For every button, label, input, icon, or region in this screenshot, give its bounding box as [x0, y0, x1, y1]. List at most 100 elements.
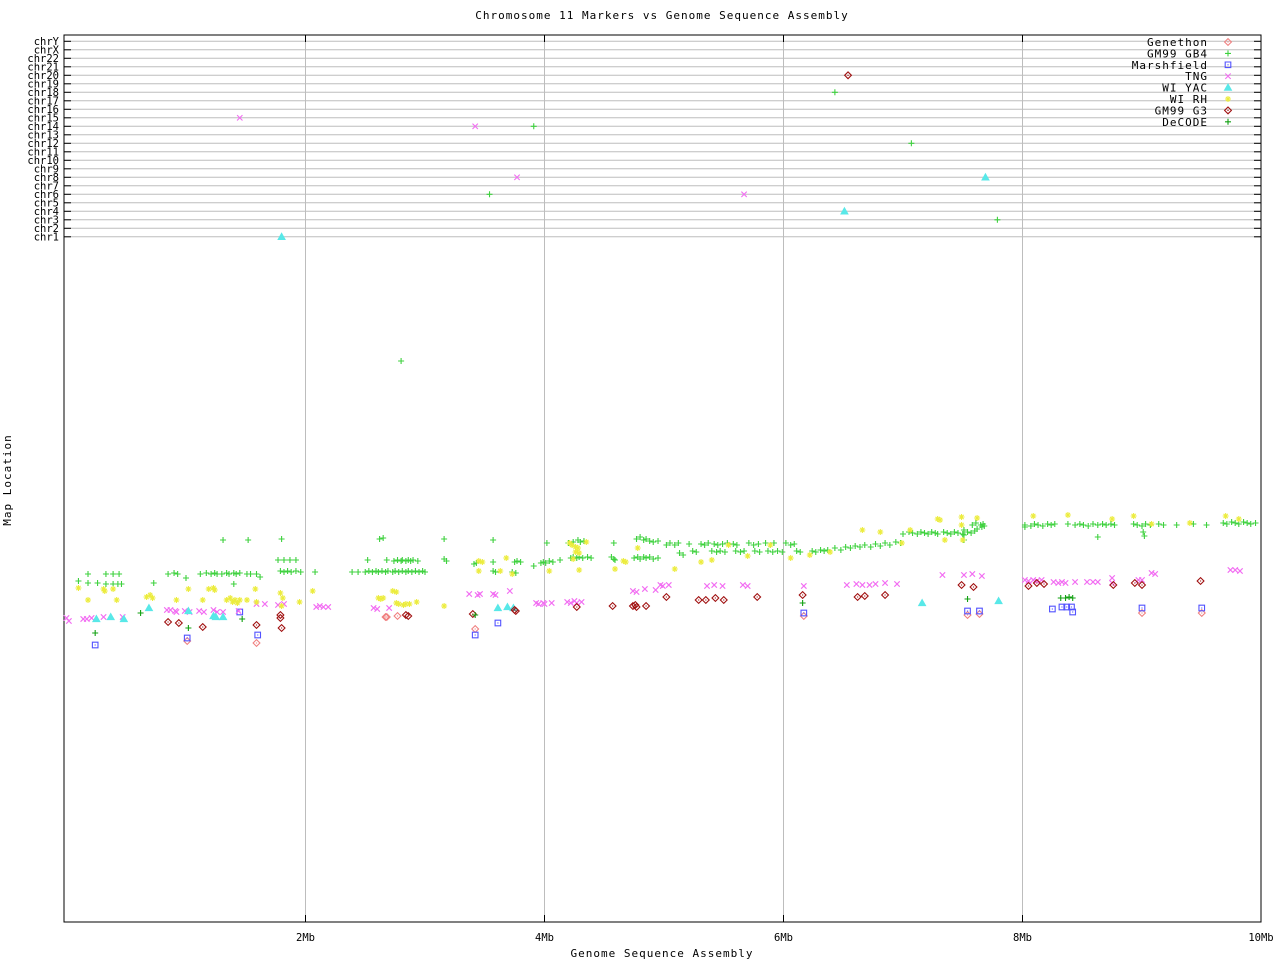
marker-wi-rh	[725, 542, 732, 548]
marker-gm99-gb4	[577, 539, 584, 545]
y-tick-label-chr22: chr22	[27, 53, 59, 65]
legend-label: Marshfield	[1132, 59, 1208, 72]
marker-wi-rh	[1109, 516, 1116, 522]
marker-gm99-gb4	[650, 556, 657, 562]
marker-gm99-g3	[1130, 578, 1140, 588]
marker-gm99-gb4	[398, 358, 405, 364]
marker-gm99-gb4	[1244, 520, 1251, 526]
y-tick-label-chr10: chr10	[27, 155, 59, 167]
marker-gm99-gb4	[708, 548, 715, 554]
marker-tng	[800, 582, 807, 590]
legend-item-wi-yac: WI YAC	[1162, 82, 1233, 95]
marker-tng	[652, 586, 659, 594]
marker-tng	[236, 114, 243, 121]
marker-gm99-gb4	[1094, 522, 1101, 528]
marker-gm99-gb4	[102, 581, 109, 587]
marker-wi-rh	[243, 597, 250, 603]
y-tick-label-chr8: chr8	[34, 172, 59, 184]
marker-gm99-gb4	[856, 544, 863, 550]
marker-gm99-g3	[1109, 580, 1118, 590]
marker-gm99-gb4	[643, 536, 650, 542]
marker-marshfield	[800, 609, 808, 617]
marker-gm99-gb4	[745, 540, 752, 546]
marker-tng	[711, 581, 718, 589]
marker-gm99-gb4	[395, 569, 402, 575]
marker-wi-rh	[147, 592, 154, 598]
y-tick-label-chrX: chrX	[34, 44, 60, 56]
legend-item-gm99-gb4: GM99 GB4	[1147, 47, 1231, 60]
marker-tng	[548, 599, 555, 607]
marker-wi-rh	[185, 586, 192, 592]
marker-gm99-gb4	[650, 539, 657, 545]
marker-gm99-gb4	[793, 548, 800, 554]
marker-wi-rh	[570, 556, 577, 562]
marker-gm99-gb4	[831, 545, 838, 551]
marker-decode	[92, 630, 99, 636]
marker-marshfield	[964, 607, 971, 615]
marker-wi-rh	[937, 517, 944, 523]
marker-tng	[535, 600, 542, 608]
marker-wi-rh	[375, 595, 382, 601]
legend-item-tng: TNG	[1185, 70, 1232, 83]
marker-gm99-gb4	[85, 571, 92, 577]
marker-tng	[1055, 579, 1062, 587]
marker-genethon	[1197, 608, 1206, 618]
y-tick-label-chr17: chr17	[27, 95, 59, 107]
marker-tng	[196, 607, 203, 615]
marker-tng	[633, 588, 640, 596]
marker-tng	[370, 604, 377, 612]
marker-gm99-gb4	[750, 542, 757, 548]
data-points-layer	[63, 71, 1259, 649]
marker-gm99-gb4	[1142, 521, 1149, 527]
marker-wi-rh	[572, 544, 579, 550]
marker-gm99-g3	[641, 601, 651, 611]
marker-gm99-gb4	[247, 571, 254, 577]
marker-gm99-gb4	[847, 545, 854, 551]
marker-marshfield	[494, 619, 502, 627]
marker-gm99-gb4	[1140, 529, 1147, 535]
marker-gm99-gb4	[1099, 521, 1106, 527]
marker-tng	[492, 591, 499, 599]
marker-wi-rh	[1222, 513, 1229, 519]
marker-tng	[1058, 578, 1066, 586]
marker-gm99-gb4	[646, 554, 653, 560]
marker-wi-rh	[253, 599, 260, 605]
marker-wi-yac	[840, 206, 849, 215]
marker-gm99-gb4	[663, 542, 670, 548]
marker-gm99-gb4	[441, 536, 448, 542]
legend-label: TNG	[1185, 70, 1208, 83]
marker-tng	[374, 605, 381, 613]
marker-gm99-gb4	[412, 568, 419, 574]
marker-gm99-gb4	[1107, 521, 1114, 527]
marker-gm99-gb4	[867, 544, 874, 550]
marker-gm99-gb4	[610, 556, 617, 562]
marker-gm99-gb4	[116, 571, 123, 577]
marker-wi-rh	[277, 590, 284, 596]
marker-gm99-gb4	[643, 555, 650, 561]
marker-gm99-gb4	[422, 569, 428, 575]
marker-gm99-gb4	[390, 558, 397, 564]
marker-wi-rh	[205, 586, 212, 592]
marker-gm99-gb4	[717, 548, 724, 554]
marker-wi-yac	[144, 603, 154, 612]
marker-gm99-gb4	[693, 549, 700, 555]
marker-gm99-g3	[1032, 578, 1042, 588]
marker-gm99-g3	[753, 592, 762, 602]
marker-tng	[1148, 569, 1155, 577]
marker-tng	[316, 602, 323, 610]
marker-gm99-gb4	[917, 529, 924, 535]
marker-gm99-gb4	[612, 557, 619, 563]
marker-wi-rh	[509, 571, 516, 577]
marker-gm99-gb4	[85, 580, 92, 586]
marker-gm99-gb4	[514, 558, 521, 564]
marker-gm99-g3	[880, 590, 890, 600]
marker-gm99-gb4	[714, 542, 721, 548]
marker-marshfield	[91, 641, 99, 649]
marker-gm99-gb4	[1160, 522, 1167, 528]
marker-gm99-gb4	[584, 554, 591, 560]
marker-tng	[1025, 577, 1032, 585]
marker-decode	[137, 610, 144, 616]
marker-gm99-gb4	[275, 557, 282, 563]
marker-marshfield	[254, 631, 262, 639]
marker-tng	[513, 174, 521, 181]
